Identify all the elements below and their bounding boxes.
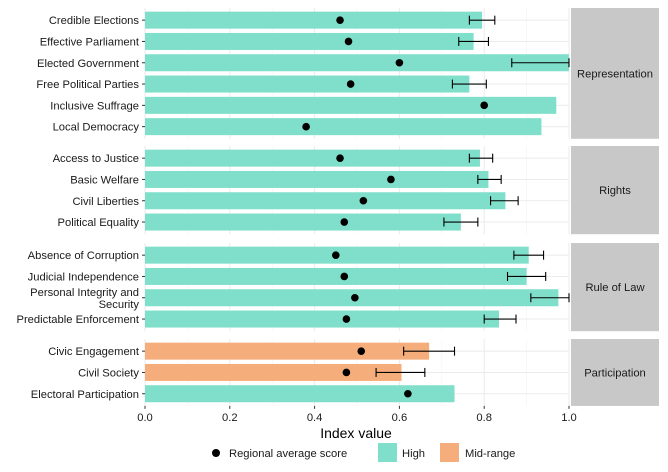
- average-point: [302, 122, 310, 131]
- bar: [145, 54, 569, 72]
- row-label: Civil Liberties: [72, 196, 139, 208]
- facet-strip: [571, 8, 659, 139]
- facet-label: Rule of Law: [585, 282, 645, 294]
- facet-label: Rights: [599, 185, 631, 197]
- row-label: Civil Society: [78, 367, 139, 379]
- row-label: Basic Welfare: [70, 174, 139, 186]
- legend-point-key: [212, 449, 220, 457]
- bar: [145, 213, 461, 231]
- average-point: [344, 37, 353, 46]
- average-point: [342, 315, 351, 323]
- average-point: [336, 16, 344, 24]
- panel-rule-of-law: Absence of Corruption Judicial Independen…: [16, 243, 659, 332]
- row-label: Effective Parliament: [40, 36, 140, 48]
- panel-representation: Credible Elections Effective Parliament El…: [36, 8, 659, 139]
- panel-participation: Civic Engagement Civil Society Electoral P…: [31, 339, 659, 406]
- legend-label: Regional average score: [229, 448, 347, 460]
- average-point: [340, 272, 349, 281]
- bar: [145, 149, 480, 167]
- average-point: [387, 175, 395, 184]
- panel-rights: Access to Justice Basic Welfare Civil Libe…: [53, 146, 659, 235]
- row-label: Elected Government: [37, 58, 140, 70]
- bar: [145, 11, 483, 29]
- bar: [145, 310, 500, 328]
- row-label: Electoral Participation: [31, 389, 139, 401]
- row-label: Judicial Independence: [28, 271, 139, 283]
- average-point: [351, 293, 359, 302]
- facet-label: Participation: [584, 367, 646, 379]
- row-label: Civic Engagement: [48, 346, 140, 358]
- bar: [145, 96, 557, 114]
- x-axis-title: Index value: [320, 425, 392, 441]
- average-point: [404, 389, 412, 398]
- average-point: [359, 196, 368, 205]
- x-axis: 0.0 0.2 0.4 0.6 0.8 1.0: [137, 405, 577, 424]
- facet-label: Representation: [577, 68, 653, 80]
- bar: [145, 363, 402, 381]
- bar: [145, 32, 474, 50]
- row-label: Absence of Corruption: [28, 250, 139, 262]
- legend-swatch: [440, 443, 459, 462]
- row-label: Personal Integrity and Security: [30, 287, 139, 311]
- row-label: Free Political Parties: [36, 79, 139, 91]
- bar: [145, 342, 430, 360]
- x-tick-label: 0.8: [476, 412, 492, 424]
- average-point: [336, 154, 344, 162]
- legend-swatch: [378, 443, 397, 462]
- x-tick-label: 1.0: [561, 412, 577, 424]
- average-point: [332, 251, 340, 259]
- row-label: Access to Justice: [53, 153, 139, 165]
- x-tick-label: 0.0: [137, 412, 153, 424]
- facet-strip: [571, 146, 659, 235]
- average-point: [357, 347, 366, 355]
- average-point: [346, 80, 355, 88]
- average-point: [395, 58, 404, 67]
- row-label: Political Equality: [58, 217, 140, 229]
- chart-panels: Credible Elections Effective Parliament El…: [16, 8, 659, 406]
- bar: [145, 192, 506, 210]
- bar: [145, 170, 489, 188]
- legend-label: Mid-range: [465, 448, 515, 460]
- row-label-line: Personal Integrity and: [30, 287, 139, 299]
- average-point: [342, 368, 351, 377]
- average-point: [480, 101, 489, 110]
- x-tick-label: 0.4: [307, 412, 323, 424]
- legend: Regional average score High Mid-range: [212, 443, 515, 462]
- bar: [145, 118, 542, 136]
- row-label-line: Security: [99, 299, 140, 311]
- row-label: Predictable Enforcement: [16, 314, 139, 326]
- x-tick-label: 0.2: [222, 412, 238, 424]
- bar: [145, 75, 470, 93]
- facet-strip: [571, 339, 659, 406]
- legend-label: High: [402, 448, 425, 460]
- bar: [145, 267, 527, 285]
- x-tick-label: 0.6: [392, 412, 408, 424]
- facet-strip: [571, 243, 659, 332]
- row-label: Credible Elections: [49, 15, 140, 27]
- row-label: Inclusive Suffrage: [50, 100, 139, 112]
- average-point: [340, 218, 349, 226]
- bar: [145, 385, 455, 403]
- row-label: Local Democracy: [53, 122, 140, 134]
